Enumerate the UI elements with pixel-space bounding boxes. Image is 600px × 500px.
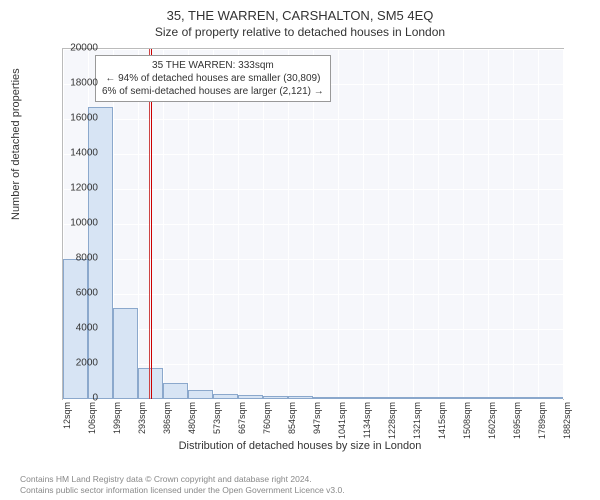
histogram-bar	[438, 397, 463, 399]
histogram-bar	[388, 397, 413, 399]
grid-line-v	[513, 49, 514, 399]
annotation-box: 35 THE WARREN: 333sqm← 94% of detached h…	[95, 55, 331, 102]
grid-line-v	[363, 49, 364, 399]
grid-line-h	[63, 399, 563, 400]
y-tick-label: 8000	[62, 253, 98, 264]
x-tick-label: 1415sqm	[437, 402, 447, 442]
grid-line-v	[438, 49, 439, 399]
histogram-bar	[238, 395, 263, 399]
histogram-bar	[513, 397, 538, 399]
x-tick-label: 293sqm	[137, 402, 147, 442]
x-tick-label: 760sqm	[262, 402, 272, 442]
histogram-bar	[363, 397, 388, 399]
histogram-bar	[463, 397, 488, 399]
histogram-bar	[188, 390, 213, 399]
histogram-bar	[288, 396, 313, 399]
x-tick-label: 480sqm	[187, 402, 197, 442]
y-tick-label: 10000	[62, 218, 98, 229]
grid-line-v	[538, 49, 539, 399]
histogram-bar	[338, 397, 363, 399]
grid-line-v	[463, 49, 464, 399]
footer-attribution: Contains HM Land Registry data © Crown c…	[20, 474, 345, 496]
grid-line-v	[388, 49, 389, 399]
chart-title: 35, THE WARREN, CARSHALTON, SM5 4EQ	[0, 0, 600, 23]
y-tick-label: 18000	[62, 78, 98, 89]
grid-line-v	[338, 49, 339, 399]
x-tick-label: 1228sqm	[387, 402, 397, 442]
histogram-bar	[413, 397, 438, 399]
x-tick-label: 199sqm	[112, 402, 122, 442]
footer-line2: Contains public sector information licen…	[20, 485, 345, 496]
histogram-bar	[488, 397, 513, 399]
chart-container: 35, THE WARREN, CARSHALTON, SM5 4EQ Size…	[0, 0, 600, 500]
annotation-line3: 6% of semi-detached houses are larger (2…	[102, 85, 324, 98]
y-tick-label: 12000	[62, 183, 98, 194]
x-tick-label: 1882sqm	[562, 402, 572, 442]
annotation-line2: ← 94% of detached houses are smaller (30…	[102, 72, 324, 85]
grid-line-v	[563, 49, 564, 399]
y-tick-label: 6000	[62, 288, 98, 299]
x-tick-label: 854sqm	[287, 402, 297, 442]
x-tick-label: 1041sqm	[337, 402, 347, 442]
x-tick-label: 106sqm	[87, 402, 97, 442]
histogram-bar	[313, 397, 338, 399]
x-tick-label: 386sqm	[162, 402, 172, 442]
grid-line-v	[488, 49, 489, 399]
footer-line1: Contains HM Land Registry data © Crown c…	[20, 474, 345, 485]
annotation-line1: 35 THE WARREN: 333sqm	[102, 59, 324, 72]
x-tick-label: 1695sqm	[512, 402, 522, 442]
y-tick-label: 4000	[62, 323, 98, 334]
x-tick-label: 1134sqm	[362, 402, 372, 442]
y-tick-label: 20000	[62, 43, 98, 54]
histogram-bar	[263, 396, 288, 400]
x-tick-label: 1602sqm	[487, 402, 497, 442]
x-tick-label: 667sqm	[237, 402, 247, 442]
chart-subtitle: Size of property relative to detached ho…	[0, 23, 600, 39]
y-tick-label: 16000	[62, 113, 98, 124]
x-tick-label: 573sqm	[212, 402, 222, 442]
y-axis-label: Number of detached properties	[10, 68, 22, 220]
x-tick-label: 1508sqm	[462, 402, 472, 442]
x-tick-label: 12sqm	[62, 402, 72, 442]
x-tick-label: 1789sqm	[537, 402, 547, 442]
plot-area: 35 THE WARREN: 333sqm← 94% of detached h…	[62, 48, 564, 400]
histogram-bar	[113, 308, 138, 399]
histogram-bar	[213, 394, 238, 399]
x-tick-label: 1321sqm	[412, 402, 422, 442]
grid-line-v	[413, 49, 414, 399]
histogram-bar	[163, 383, 188, 399]
x-tick-label: 947sqm	[312, 402, 322, 442]
y-tick-label: 2000	[62, 358, 98, 369]
histogram-bar	[538, 397, 563, 399]
y-tick-label: 14000	[62, 148, 98, 159]
